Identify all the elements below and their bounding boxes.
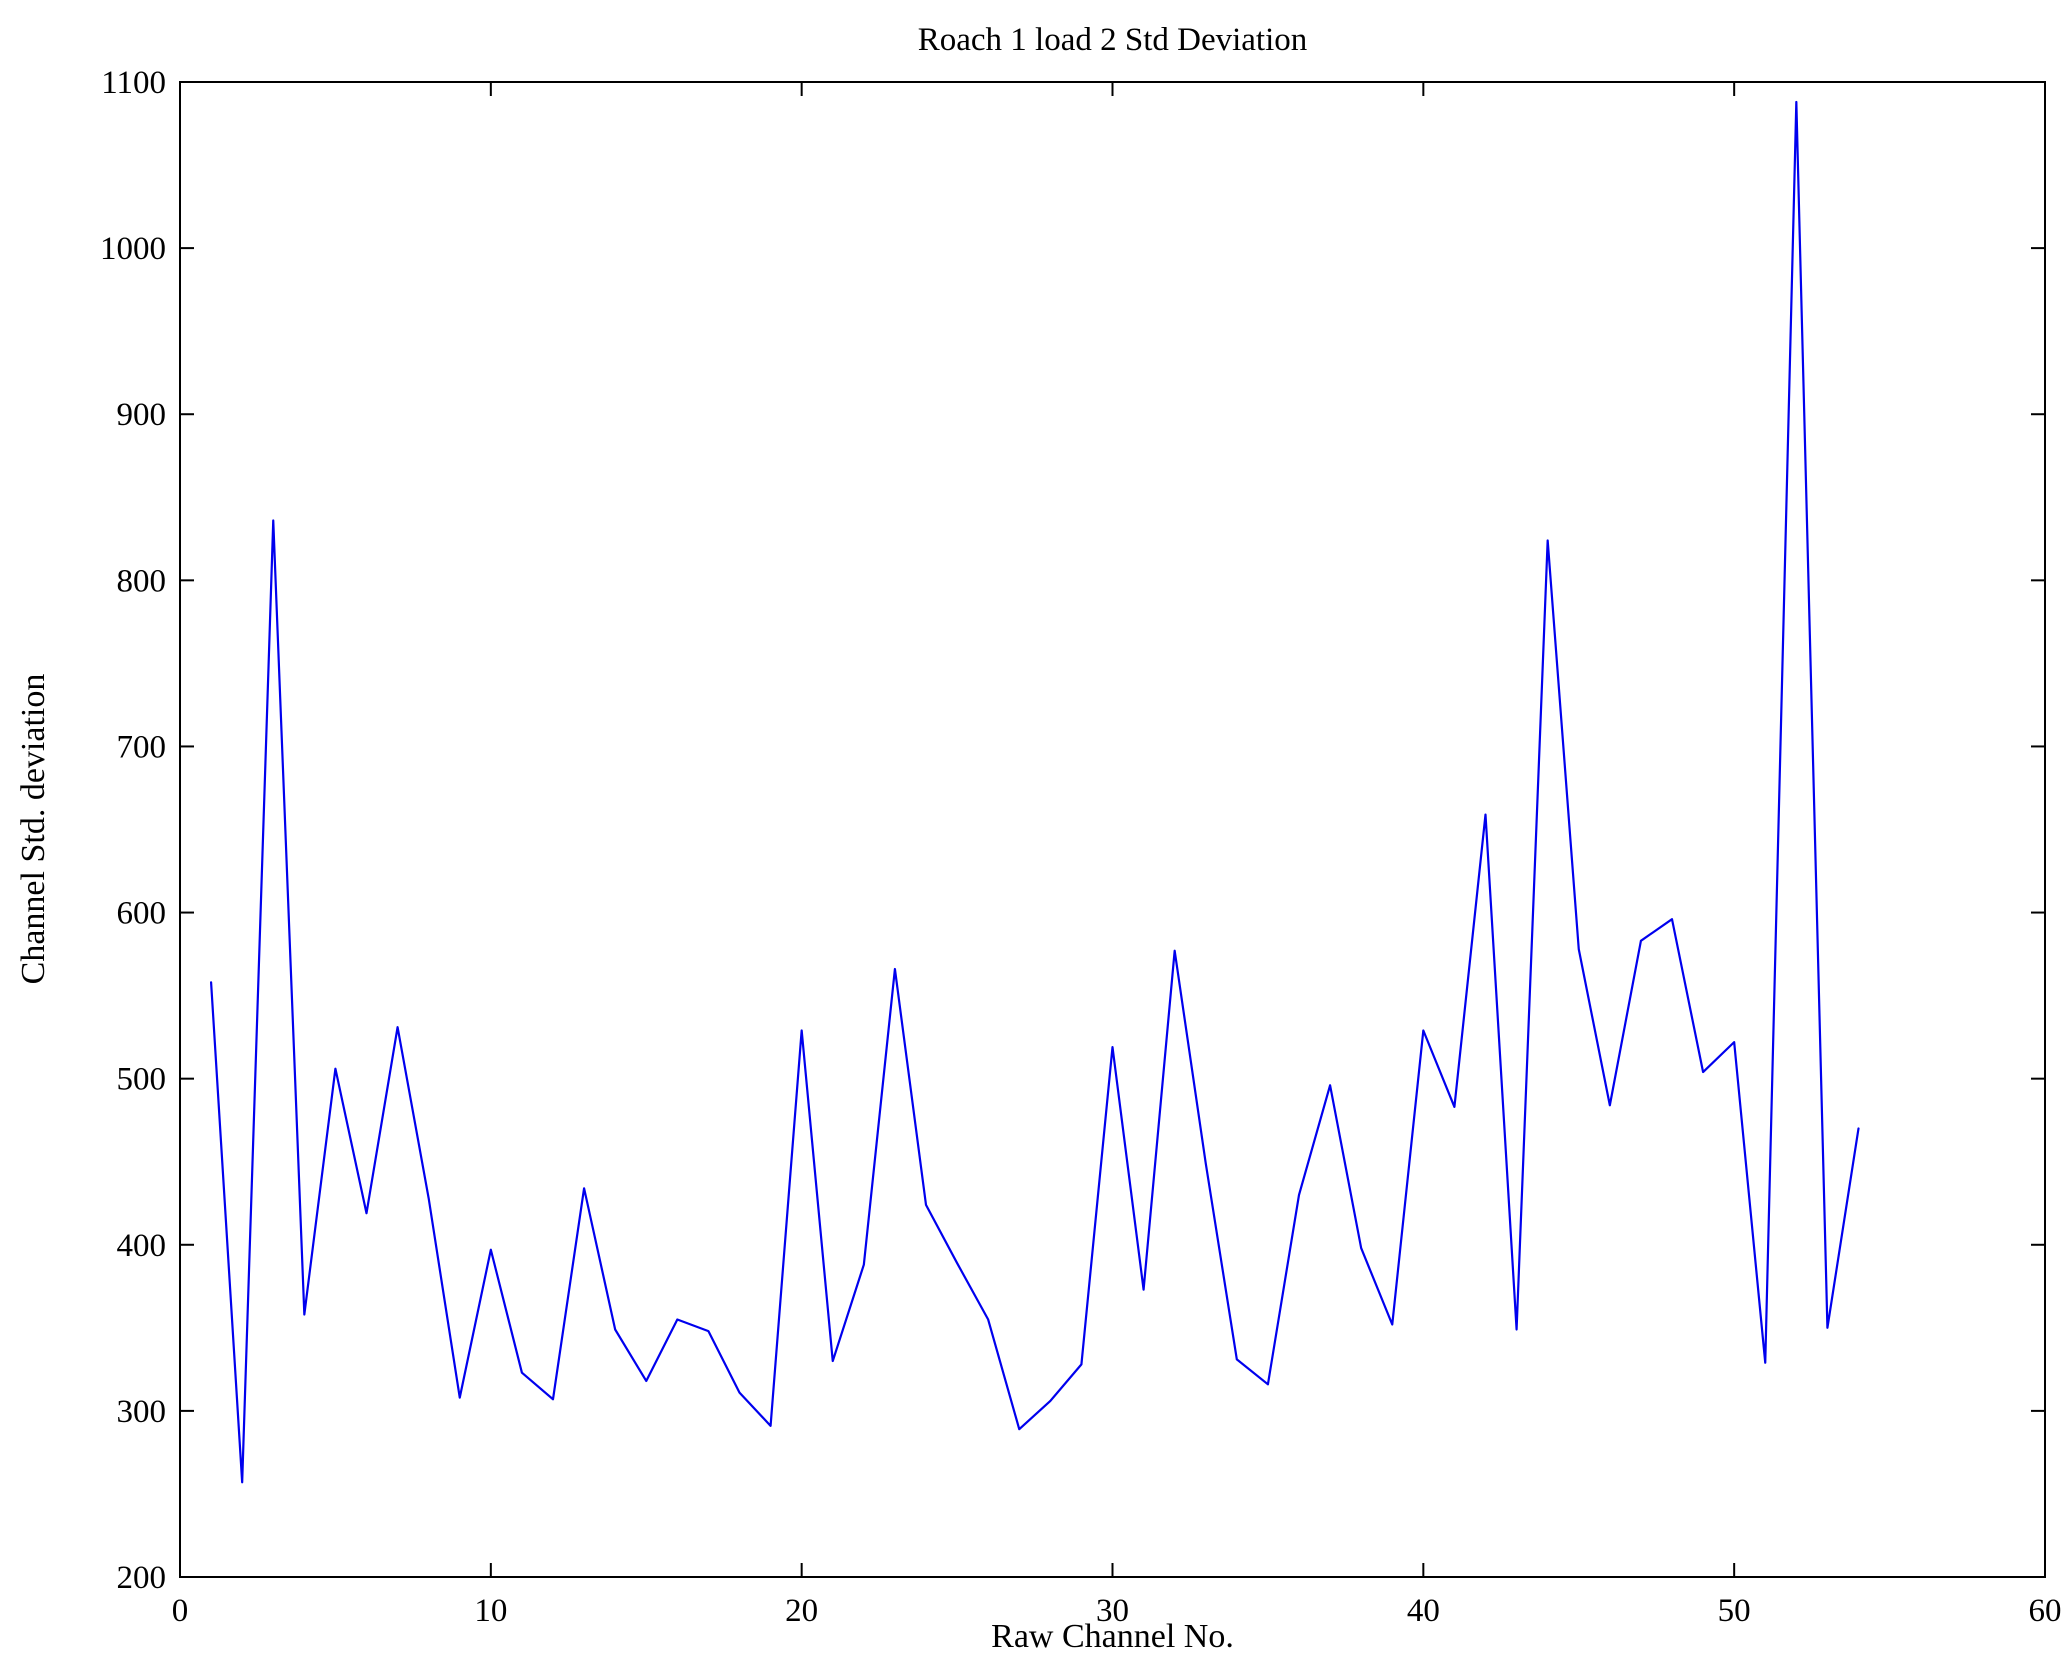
y-tick-label: 300: [117, 1394, 167, 1430]
x-tick-label: 0: [172, 1593, 189, 1629]
y-tick-label: 700: [117, 729, 167, 765]
x-tick-label: 40: [1407, 1593, 1440, 1629]
x-tick-label: 50: [1718, 1593, 1751, 1629]
x-tick-label: 60: [2029, 1593, 2062, 1629]
y-tick-label: 500: [117, 1062, 167, 1098]
y-tick-label: 200: [117, 1560, 167, 1596]
y-tick-label: 900: [117, 397, 167, 433]
x-axis-label: Raw Channel No.: [991, 1618, 1234, 1655]
y-tick-label: 400: [117, 1228, 167, 1264]
y-tick-label: 1100: [101, 65, 166, 101]
y-tick-label: 600: [117, 896, 167, 932]
x-tick-label: 30: [1096, 1593, 1129, 1629]
data-line-series: [209, 100, 1860, 1484]
y-tick-label: 800: [117, 563, 167, 599]
chart-title: Roach 1 load 2 Std Deviation: [917, 22, 1308, 58]
x-tick-label: 20: [785, 1593, 818, 1629]
x-tick-label: 10: [474, 1593, 507, 1629]
y-tick-label: 1000: [100, 231, 166, 267]
